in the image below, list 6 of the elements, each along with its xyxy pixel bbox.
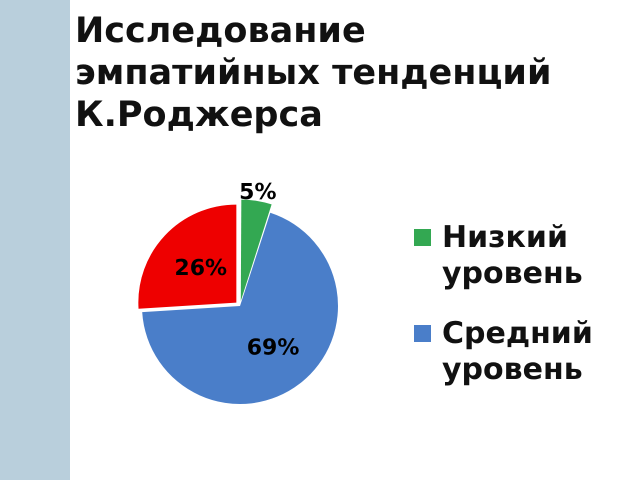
chart-title: Исследование эмпатийных тенденций К.Роджерса	[75, 10, 552, 136]
legend-label: Средний уровень	[442, 316, 594, 388]
data-label: 69%	[246, 335, 300, 360]
legend-label: Низкий уровень	[442, 220, 584, 292]
data-label: 26%	[174, 256, 228, 281]
data-label: 5%	[239, 180, 277, 206]
